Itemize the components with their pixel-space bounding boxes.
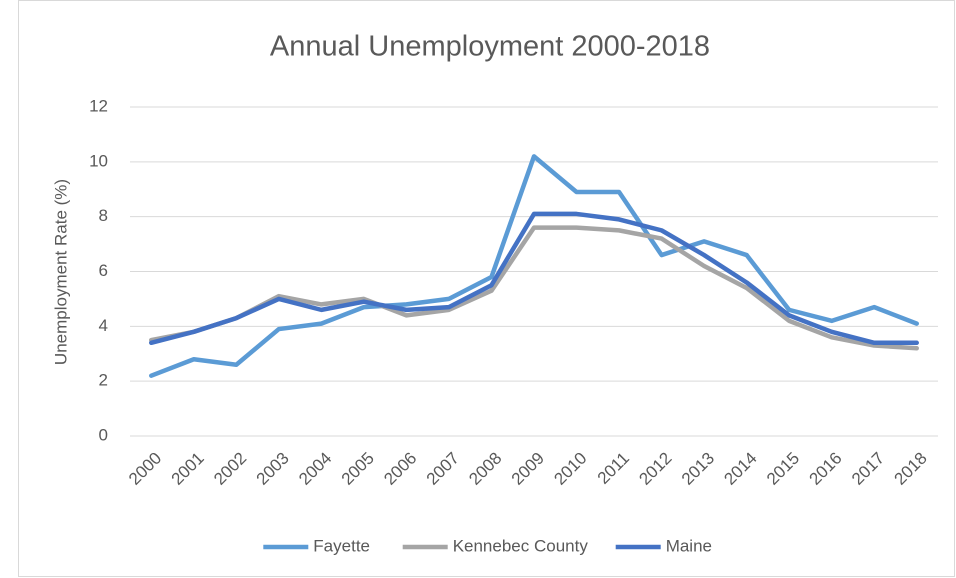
y-tick-label: 2 (99, 371, 108, 390)
y-tick-label: 8 (99, 206, 108, 225)
series-line (149, 211, 919, 346)
y-tick-label: 12 (89, 96, 108, 115)
series-line (149, 154, 919, 378)
y-axis-title: Unemployment Rate (%) (51, 179, 70, 365)
chart-title: Annual Unemployment 2000-2018 (270, 31, 710, 63)
y-tick-label: 0 (99, 425, 108, 444)
legend-label: Fayette (313, 536, 370, 555)
y-tick-label: 6 (99, 261, 108, 280)
legend-label: Kennebec County (453, 536, 589, 555)
series-line (149, 225, 919, 351)
y-tick-label: 10 (89, 151, 108, 170)
y-tick-label: 4 (99, 316, 108, 335)
legend-label: Maine (666, 536, 712, 555)
